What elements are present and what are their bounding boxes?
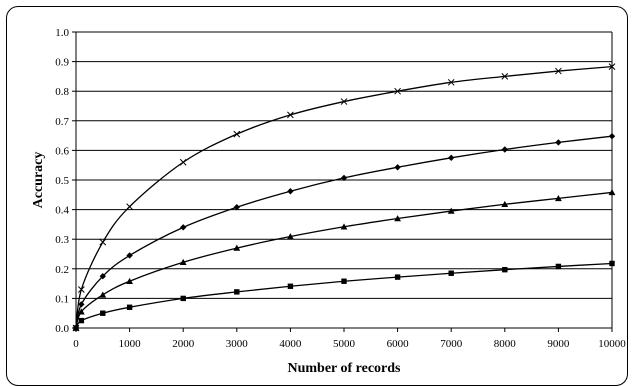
data-point-square [100, 310, 106, 316]
data-point-square [448, 270, 454, 276]
data-point-square [73, 325, 79, 331]
data-point-diamond [126, 252, 133, 259]
x-tick-label: 7000 [440, 338, 463, 350]
data-point-triangle [233, 244, 241, 251]
data-point-cross [99, 238, 107, 246]
x-tick-label: 10000 [598, 338, 626, 350]
data-point-triangle [555, 194, 562, 202]
y-axis-title: Accuracy [31, 152, 46, 209]
data-point-cross [501, 73, 509, 80]
data-point-triangle [126, 277, 133, 284]
data-point-square [180, 295, 186, 302]
data-point-triangle [447, 207, 455, 214]
x-tick-label: 8000 [494, 338, 517, 350]
data-point-cross [287, 111, 294, 119]
data-point-diamond [555, 139, 562, 146]
series-line-square [75, 262, 613, 329]
y-tick-label: 0.5 [55, 175, 69, 187]
data-point-diamond [287, 188, 294, 195]
data-point-diamond [501, 146, 508, 153]
x-tick-label: 5000 [333, 338, 356, 350]
data-point-square [126, 304, 133, 310]
data-point-square [555, 263, 562, 270]
x-tick-label: 3000 [226, 338, 249, 350]
data-point-cross [78, 286, 85, 293]
data-point-diamond [608, 132, 616, 140]
line-chart: 0.0 0.1 0.2 0.3 0.4 0.5 0.6 0.7 0.8 0.9 1.0 0 1000 20… [31, 27, 626, 376]
data-point-diamond [340, 174, 348, 182]
series-line-triangle [75, 191, 613, 329]
data-point-cross [394, 87, 401, 95]
y-tick-label: 0.4 [55, 205, 69, 217]
x-tick-label: 1000 [119, 338, 142, 350]
data-point-diamond [233, 204, 240, 211]
data-point-cross [447, 78, 455, 86]
x-tick-label: 0 [73, 338, 79, 350]
data-point-triangle [501, 200, 509, 207]
data-point-triangle [77, 308, 85, 315]
data-point-diamond [99, 273, 106, 280]
data-point-triangle [340, 223, 348, 230]
data-point-square [502, 266, 508, 273]
x-axis-title: Number of records [287, 361, 401, 376]
data-point-cross [179, 158, 187, 166]
data-point-triangle [179, 258, 187, 266]
x-tick-label: 2000 [172, 338, 195, 350]
y-tick-label: 0.6 [55, 145, 69, 157]
data-point-triangle [608, 189, 616, 196]
series-line-diamond [75, 135, 613, 329]
data-point-cross [126, 203, 133, 210]
data-point-diamond [394, 164, 401, 171]
y-tick-label: 0.8 [55, 86, 69, 98]
x-tick-label: 9000 [547, 338, 570, 350]
data-point-square [609, 260, 615, 267]
data-point-cross [233, 130, 241, 138]
x-tick-label: 4000 [279, 338, 302, 350]
data-point-triangle [394, 215, 401, 222]
data-point-square [287, 283, 294, 289]
y-tick-label: 0.3 [55, 234, 69, 246]
data-point-square [394, 274, 401, 280]
data-point-triangle [287, 233, 294, 240]
data-point-diamond [78, 301, 85, 308]
data-point-cross [608, 63, 616, 70]
data-point-diamond [448, 154, 455, 161]
y-tick-label: 0.7 [55, 116, 69, 128]
data-point-diamond [180, 224, 187, 231]
data-point-triangle [99, 291, 107, 298]
data-point-square [234, 289, 240, 295]
y-tick-label: 1.0 [55, 27, 69, 39]
series-line-cross [75, 65, 613, 329]
data-point-cross [555, 67, 562, 75]
x-tick-label: 6000 [387, 338, 410, 350]
data-point-square [341, 278, 347, 284]
y-tick-label: 0.0 [55, 323, 69, 335]
y-tick-label: 0.9 [55, 57, 69, 69]
chart-frame [6, 6, 628, 386]
data-point-square [78, 317, 85, 324]
data-point-cross [340, 98, 348, 105]
y-tick-label: 0.1 [55, 293, 69, 305]
y-tick-label: 0.2 [55, 264, 69, 276]
